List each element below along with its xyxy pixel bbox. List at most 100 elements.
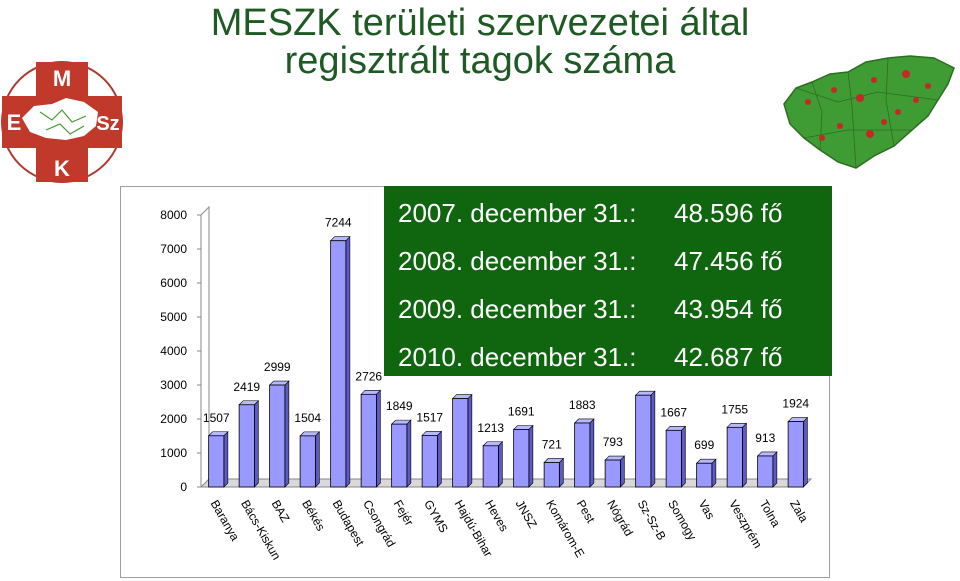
bar-side <box>284 380 290 488</box>
data-label: 1849 <box>386 399 413 413</box>
data-label: 1924 <box>782 397 809 411</box>
info-date: 2009. december 31.: <box>398 294 637 324</box>
bar-side <box>254 400 259 488</box>
bar-side <box>376 389 381 488</box>
bar-side <box>620 455 625 488</box>
bar <box>665 429 682 488</box>
data-label: 1213 <box>477 421 504 435</box>
bar <box>513 429 530 488</box>
category-label: Fejér <box>391 498 417 529</box>
category-label: Vas <box>696 498 718 522</box>
data-label: 2419 <box>233 380 260 394</box>
bar-side <box>559 457 564 488</box>
hungary-map <box>783 55 955 169</box>
category-label: Békés <box>299 498 328 534</box>
bar-side <box>650 390 656 488</box>
bar-side <box>681 425 686 488</box>
info-value: 43.954 fő <box>674 294 783 324</box>
bar <box>574 422 591 488</box>
title-line-2: regisztrált tagok száma <box>284 40 676 82</box>
y-tick-label: 7000 <box>160 242 187 256</box>
bar-chart: 0 1000 2000 3000 4000 5000 6000 7000 8000 1507 Bar… <box>160 205 813 562</box>
category-label: Nógrád <box>604 498 636 539</box>
data-label: 793 <box>603 435 623 449</box>
info-line-2008: 2008. december 31.: 47.456 fő <box>398 246 818 278</box>
data-label: 1667 <box>660 405 687 419</box>
data-label: 1504 <box>294 411 321 425</box>
y-tick-label: 3000 <box>160 378 187 392</box>
bar <box>635 394 652 488</box>
data-label: 1755 <box>721 402 748 416</box>
bar-side <box>223 431 229 488</box>
page-title: MESZK területi szervezetei által regiszt… <box>100 4 860 80</box>
y-tick-label: 8000 <box>160 208 187 222</box>
bar-side <box>437 430 442 488</box>
logo-letter-sz: Sz <box>96 113 119 135</box>
data-label: 721 <box>542 437 562 451</box>
chart-floor <box>199 478 813 488</box>
category-label: Heves <box>482 498 511 534</box>
bar-side <box>589 418 595 488</box>
bar-side <box>315 431 320 488</box>
title-line-1: MESZK területi szervezetei által <box>210 2 750 44</box>
bar-side <box>711 458 717 488</box>
info-value: 48.596 fő <box>674 198 783 228</box>
bar-side <box>498 441 503 488</box>
bar <box>787 421 804 488</box>
bar <box>696 462 713 488</box>
category-label: Pest <box>574 498 598 526</box>
category-label: Baranya <box>208 498 243 544</box>
bar-side <box>528 424 534 488</box>
info-value: 42.687 fő <box>674 342 783 372</box>
bar <box>726 426 743 488</box>
data-label: 1691 <box>508 405 535 419</box>
info-line-2007: 2007. december 31.: 48.596 fő <box>398 198 818 230</box>
category-label: Tolna <box>757 498 784 530</box>
y-tick-label: 2000 <box>160 412 187 426</box>
yearly-totals-box: 2007. december 31.: 48.596 fő 2008. dece… <box>384 186 832 376</box>
category-label: Somogy <box>665 498 699 543</box>
bar <box>452 398 469 488</box>
category-label: Zala <box>787 498 811 525</box>
bar <box>421 435 438 488</box>
info-line-2009: 2009. december 31.: 43.954 fő <box>398 294 818 326</box>
bar <box>604 459 621 488</box>
data-label: 1883 <box>569 398 596 412</box>
category-label: BAZ <box>269 498 293 525</box>
meszk-logo: M E Sz K <box>1 61 123 183</box>
bar-side <box>803 416 808 488</box>
info-value: 47.456 fő <box>674 246 783 276</box>
bar-side <box>406 419 412 488</box>
bar <box>360 393 377 488</box>
logo-letter-k: K <box>54 156 70 181</box>
chart-frame: 0 1000 2000 3000 4000 5000 6000 7000 8000 1507 Bar… <box>120 186 830 578</box>
data-label: 7244 <box>325 216 352 230</box>
bar <box>757 455 774 488</box>
data-label: 1507 <box>203 411 230 425</box>
data-label: 2999 <box>264 360 291 374</box>
info-date: 2007. december 31.: <box>398 198 637 228</box>
category-label: JNSZ <box>513 498 540 531</box>
data-label: 1517 <box>416 410 443 424</box>
bar <box>482 445 499 488</box>
bar-side <box>467 393 473 488</box>
bar <box>543 462 560 488</box>
bar-side <box>772 451 778 488</box>
bar-side <box>742 422 747 488</box>
data-label: 2726 <box>355 369 382 383</box>
y-tick-label: 1000 <box>160 446 187 460</box>
logo-letter-m: M <box>53 66 71 91</box>
y-tick-label: 5000 <box>160 310 187 324</box>
category-label: GYMS <box>421 498 451 536</box>
bar <box>299 435 316 488</box>
y-tick-label: 6000 <box>160 276 187 290</box>
bar <box>208 435 225 488</box>
logo-letter-e: E <box>7 110 22 135</box>
bar <box>238 404 255 488</box>
info-date: 2010. december 31.: <box>398 342 637 372</box>
bar <box>330 240 347 488</box>
category-label: Sz-Sz-B <box>635 498 669 543</box>
data-label: 699 <box>694 438 714 452</box>
data-label: 913 <box>755 431 775 445</box>
bar-side <box>345 235 351 488</box>
